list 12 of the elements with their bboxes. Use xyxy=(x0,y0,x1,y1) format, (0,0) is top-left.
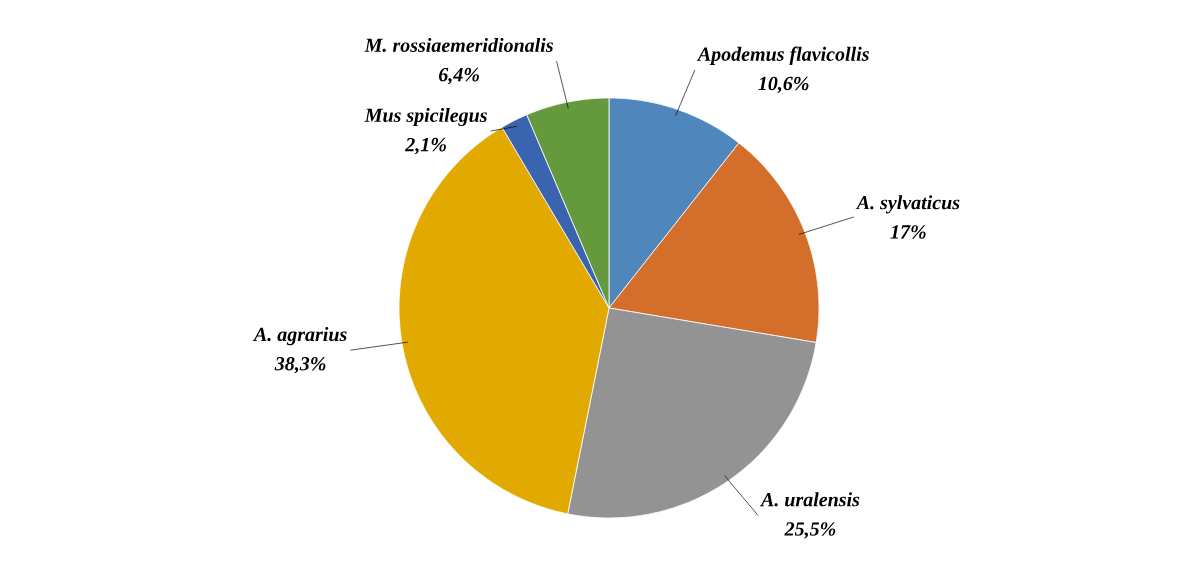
slice-label: M. rossiaemeridionalis xyxy=(364,37,553,53)
data-label: 38,3% xyxy=(274,356,326,374)
data-label: 10,6% xyxy=(758,76,809,94)
data-label: 2,1% xyxy=(405,137,446,155)
slice-label: A. agrarius xyxy=(252,327,347,346)
slice-label: Mus spicilegus xyxy=(364,107,487,127)
data-label: 6,4% xyxy=(439,67,479,85)
data-label: 25,5% xyxy=(784,522,836,539)
slice-label: Apodemus flavicollis xyxy=(696,46,869,65)
slice-label: A. uralensis xyxy=(759,492,860,507)
data-label: 17% xyxy=(890,225,926,239)
slice-label: A. sylvaticus xyxy=(855,195,960,214)
